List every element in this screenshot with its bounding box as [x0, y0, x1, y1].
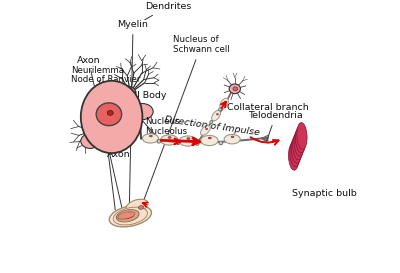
Ellipse shape	[176, 141, 180, 145]
Ellipse shape	[219, 108, 222, 111]
Ellipse shape	[229, 84, 240, 94]
Ellipse shape	[107, 111, 113, 115]
Text: Cell Body: Cell Body	[122, 91, 167, 100]
Ellipse shape	[138, 206, 144, 209]
Ellipse shape	[288, 144, 299, 170]
Ellipse shape	[157, 140, 161, 143]
Ellipse shape	[150, 135, 152, 137]
Text: Synaptic bulb: Synaptic bulb	[292, 189, 357, 198]
Ellipse shape	[296, 126, 306, 153]
Ellipse shape	[290, 140, 300, 167]
Text: Node of Ranvier: Node of Ranvier	[72, 75, 157, 137]
Ellipse shape	[212, 110, 220, 121]
Ellipse shape	[81, 134, 100, 149]
Text: Myelin: Myelin	[118, 20, 148, 221]
Ellipse shape	[206, 128, 208, 130]
Ellipse shape	[168, 136, 171, 138]
Text: Collateral branch: Collateral branch	[227, 103, 308, 112]
Ellipse shape	[200, 126, 210, 135]
Ellipse shape	[120, 86, 136, 100]
Ellipse shape	[132, 103, 153, 120]
Ellipse shape	[224, 101, 226, 103]
Text: Axon: Axon	[77, 56, 123, 213]
Ellipse shape	[219, 141, 223, 145]
Ellipse shape	[179, 136, 197, 146]
Ellipse shape	[233, 87, 238, 91]
Ellipse shape	[216, 114, 218, 115]
Ellipse shape	[210, 121, 213, 123]
Text: Nucleus of
Schwann cell: Nucleus of Schwann cell	[142, 35, 230, 205]
Ellipse shape	[294, 130, 304, 156]
Text: Dendrites: Dendrites	[145, 2, 191, 20]
Ellipse shape	[196, 142, 199, 145]
Ellipse shape	[201, 135, 218, 146]
Text: Direction of Impulse: Direction of Impulse	[164, 115, 260, 137]
Ellipse shape	[109, 205, 152, 227]
Ellipse shape	[297, 123, 307, 149]
Ellipse shape	[187, 138, 190, 140]
Ellipse shape	[116, 210, 139, 222]
Text: Neurilemma: Neurilemma	[72, 66, 124, 210]
Ellipse shape	[160, 135, 178, 145]
Ellipse shape	[142, 134, 158, 143]
Ellipse shape	[96, 103, 122, 126]
Ellipse shape	[291, 136, 302, 163]
Text: Telodendria: Telodendria	[248, 111, 303, 141]
Ellipse shape	[126, 199, 148, 212]
Ellipse shape	[224, 135, 240, 144]
Ellipse shape	[81, 81, 142, 153]
Ellipse shape	[118, 212, 135, 219]
Ellipse shape	[208, 137, 211, 139]
Text: Nucleus
Nucleolus: Nucleus Nucleolus	[120, 117, 187, 136]
Ellipse shape	[293, 133, 303, 160]
Ellipse shape	[231, 136, 234, 138]
Ellipse shape	[220, 98, 228, 109]
Text: Axon: Axon	[106, 138, 132, 159]
Ellipse shape	[113, 207, 148, 225]
